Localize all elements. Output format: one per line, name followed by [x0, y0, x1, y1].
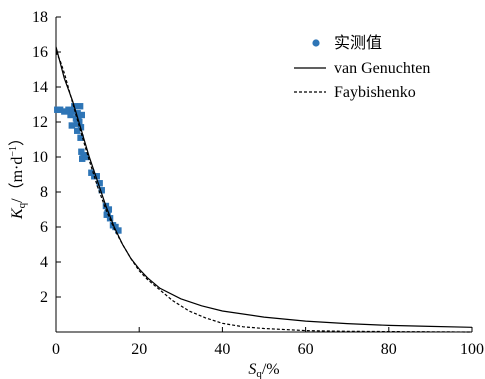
x-tick-label: 20: [131, 341, 147, 358]
data-point: [67, 111, 74, 119]
data-point: [65, 106, 72, 113]
y-tick-label: 4: [40, 254, 48, 271]
y-tick-label: 18: [32, 9, 48, 26]
data-point: [68, 122, 76, 129]
data-point: [74, 127, 81, 134]
data-point: [56, 106, 64, 113]
x-tick-label: 60: [298, 341, 314, 358]
data-point: [93, 173, 100, 180]
data-point: [98, 187, 105, 194]
x-tick-label: 80: [381, 341, 397, 358]
legend-item: Faybishenko: [294, 84, 416, 101]
data-point: [74, 110, 81, 117]
y-tick-label: 16: [32, 44, 48, 61]
data-point: [76, 103, 84, 110]
series-line-faybishenko: [55, 51, 473, 333]
axis-titles: Sq/% Kq/（m·d−1）: [8, 130, 280, 379]
y-tick-label: 6: [40, 219, 48, 236]
legend-label: van Genuchten: [334, 60, 430, 77]
data-point: [77, 134, 84, 141]
series-measured: [54, 103, 122, 234]
data-point: [78, 111, 85, 119]
legend: 实测值 van Genuchten Faybishenko: [294, 33, 430, 101]
legend-item: van Genuchten: [294, 60, 430, 77]
legend-label: 实测值: [334, 33, 382, 52]
x-axis-title: Sq/%: [248, 361, 279, 379]
y-tick-label: 10: [32, 149, 48, 166]
data-point: [69, 108, 76, 115]
x-tick-label: 100: [460, 341, 484, 358]
data-point: [75, 113, 82, 120]
data-point: [88, 169, 95, 176]
data-point: [115, 227, 122, 234]
y-tick-label: 14: [32, 79, 48, 96]
y-tick-label: 2: [40, 289, 48, 306]
data-point: [79, 155, 86, 162]
y-axis-title: Kq/（m·d−1）: [8, 130, 28, 220]
series-line-van-genuchten: [55, 46, 473, 328]
x-tick-label: 0: [52, 341, 60, 358]
x-tick-label: 40: [214, 341, 230, 358]
data-point: [112, 223, 119, 231]
series-layer: [54, 46, 473, 333]
data-point: [96, 180, 103, 187]
y-tick-label: 12: [32, 114, 48, 131]
data-point: [82, 153, 90, 161]
legend-label: Faybishenko: [334, 84, 416, 101]
axes: 0 20 40 60 80 100 2 4 6 8 10 12 14 16 18: [32, 9, 484, 358]
y-tick-label: 8: [40, 184, 48, 201]
data-point: [103, 211, 110, 218]
legend-marker: [312, 39, 320, 47]
data-point: [78, 148, 85, 155]
data-point: [61, 108, 68, 115]
legend-item: 实测值: [312, 33, 382, 52]
data-point: [105, 206, 113, 213]
